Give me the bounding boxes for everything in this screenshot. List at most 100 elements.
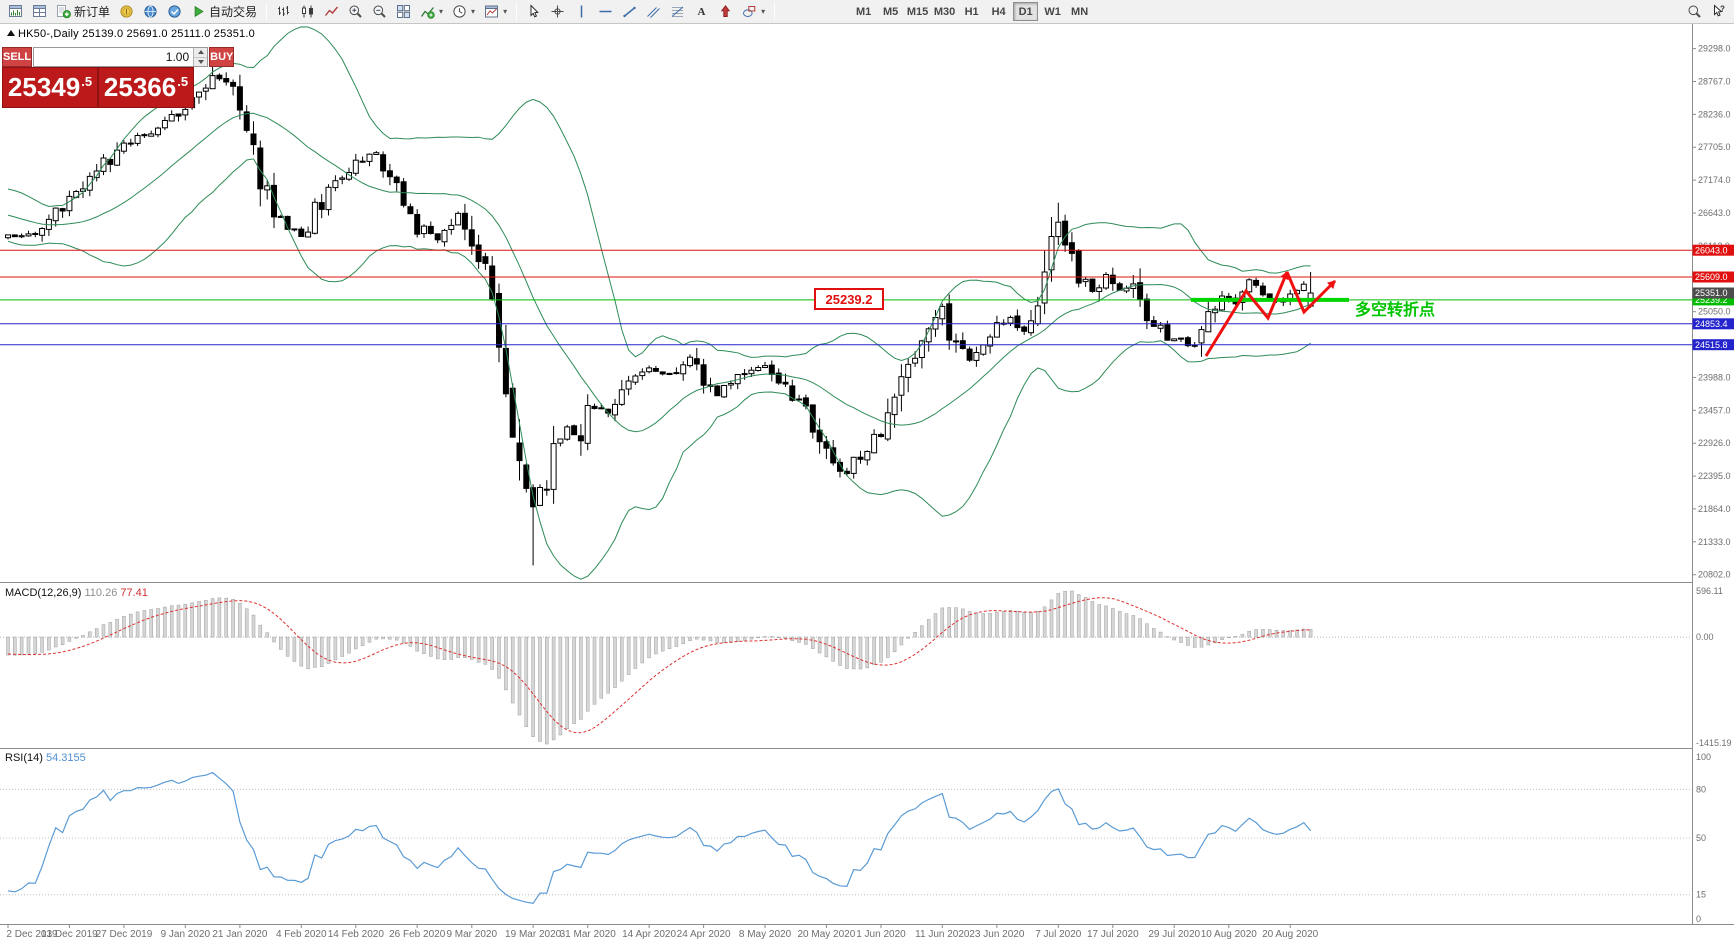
svg-text:27705.0: 27705.0 [1698,142,1731,152]
timeframe-m5-button[interactable]: M5 [882,5,899,18]
timeframe-w1-button[interactable]: W1 [1044,5,1061,18]
svg-text:0: 0 [1696,914,1701,924]
svg-text:20 May 2020: 20 May 2020 [797,929,855,940]
svg-text:9 Jan 2020: 9 Jan 2020 [161,929,211,940]
new-order-icon [56,4,71,19]
toolbar-search-button[interactable] [1683,1,1706,22]
toolbar-templates-button[interactable]: ▾ [480,1,511,22]
timeframe-d1-button[interactable]: D1 [1013,2,1039,21]
shapes-icon [742,4,757,19]
svg-text:20 Aug 2020: 20 Aug 2020 [1262,929,1319,940]
toolbar-vertical-line-button[interactable] [570,1,593,22]
toolbar-auto-trading-label: 自动交易 [209,5,258,19]
text-icon: A [694,4,709,19]
toolbar-help-pointer-button[interactable]: ? [1707,1,1730,22]
gold-coin-icon [119,4,134,19]
svg-text:24515.8: 24515.8 [1695,340,1728,350]
macd-title: MACD(12,26,9) [5,587,82,599]
toolbar-arrows-button[interactable] [714,1,737,22]
turning-point-label[interactable]: 多空转折点 [1355,302,1436,319]
sell-button-label: SELL [3,51,32,63]
price-tag [1692,244,1734,256]
spinner-down-icon [197,59,204,64]
tline-icon [622,4,637,19]
svg-text:-1415.19: -1415.19 [1696,738,1732,748]
trend-zigzag-arrows[interactable] [1204,271,1337,357]
buy-price-main: 25366 [103,72,177,102]
timeframe-mn-button[interactable]: MN [1071,5,1089,18]
toolbar-tile-windows-button[interactable] [392,1,415,22]
macd-indicator-label: MACD(12,26,9) 110.26 77.41 [5,587,148,599]
toolbar-separator [266,3,268,20]
sell-price-main: 25349 [7,72,81,102]
blue-globe-icon [143,4,158,19]
cursor-icon [526,4,541,19]
timeframe-m30-button[interactable]: M30 [933,5,956,18]
toolbar-trendline-button[interactable] [618,1,641,22]
dropdown-arrow-icon: ▾ [471,7,476,16]
volume-increase-button[interactable] [194,48,208,58]
toolbar-new-chart-button[interactable] [4,1,27,22]
toolbar-crosshair-button[interactable] [546,1,569,22]
fibo-icon [670,4,685,19]
sell-button[interactable]: SELL [2,47,33,67]
svg-text:0.00: 0.00 [1696,632,1714,642]
toolbar-new-order-button[interactable]: 新订单 [52,1,114,22]
dropdown-arrow-icon: ▾ [761,7,766,16]
timeframe-h4-button[interactable]: H4 [991,5,1006,18]
volume-input[interactable] [34,48,194,66]
candles-layer [5,63,1314,566]
svg-text:10 Aug 2020: 10 Aug 2020 [1201,929,1258,940]
toolbar-fibonacci-button[interactable] [666,1,689,22]
svg-text:27174.0: 27174.0 [1698,175,1731,185]
toolbar-profiles-button[interactable] [28,1,51,22]
template-icon [484,4,499,19]
chart-window-icon [8,4,23,19]
toolbar-candle-chart-mode-button[interactable] [296,1,319,22]
toolbar-text-label-button[interactable]: A [690,1,713,22]
svg-text:21 Jan 2020: 21 Jan 2020 [212,929,267,940]
toolbar-cursor-button[interactable] [522,1,545,22]
timeframe-m15-button[interactable]: M15 [906,5,929,18]
timeframe-h1-button[interactable]: H1 [964,5,979,18]
price-annotation-box[interactable]: 25239.2 [814,288,884,310]
toolbar-new-order-label: 新订单 [74,5,111,19]
toolbar-bar-chart-mode-button[interactable] [272,1,295,22]
toolbar-horizontal-line-button[interactable] [594,1,617,22]
toolbar-equidistant-channel-button[interactable] [642,1,665,22]
sell-price[interactable]: 25349 .5 [2,67,98,108]
toolbar-indicators-button[interactable]: ▾ [416,1,447,22]
volume-decrease-button[interactable] [194,57,208,66]
toolbar-data-window-button[interactable] [139,1,162,22]
svg-text:24 Apr 2020: 24 Apr 2020 [677,929,731,940]
toolbar-periods-button[interactable]: ▾ [448,1,479,22]
main-chart-panel [5,26,1314,580]
svg-text:25050.0: 25050.0 [1698,307,1731,317]
toolbar-shapes-button[interactable]: ▾ [738,1,769,22]
toolbar-line-chart-mode-button[interactable] [320,1,343,22]
toolbar-auto-trading-button[interactable]: 自动交易 [187,1,261,22]
svg-text:24853.4: 24853.4 [1695,319,1728,329]
price-tag [1692,318,1734,330]
toolbar-zoom-in-button[interactable] [344,1,367,22]
chart-symbol-info: HK50-,Daily 25139.0 25691.0 25111.0 2535… [18,28,255,40]
svg-text:14 Feb 2020: 14 Feb 2020 [328,929,385,940]
one-click-collapse-icon[interactable] [7,30,15,36]
toolbar-zoom-out-button[interactable] [368,1,391,22]
toolbar-terminal-button[interactable] [163,1,186,22]
svg-text:100: 100 [1696,752,1711,762]
svg-text:A: A [698,6,706,18]
price-scale[interactable]: 29298.0 28767.0 28236.0 27705.0 27174.0 26643… [1692,24,1734,924]
one-click-trading-panel: SELL BUY 25349 .5 25366 .5 [2,47,235,108]
svg-text:22926.0: 22926.0 [1698,438,1731,448]
price-tag [1692,339,1734,351]
macd-signal-line [7,597,1311,734]
timeframe-m1-button[interactable]: M1 [855,5,872,18]
macd-histogram [6,590,1313,745]
toolbar-market-watch-button[interactable] [115,1,138,22]
buy-button[interactable]: BUY [209,47,235,67]
buy-button-label: BUY [210,51,234,63]
buy-price[interactable]: 25366 .5 [98,67,194,108]
